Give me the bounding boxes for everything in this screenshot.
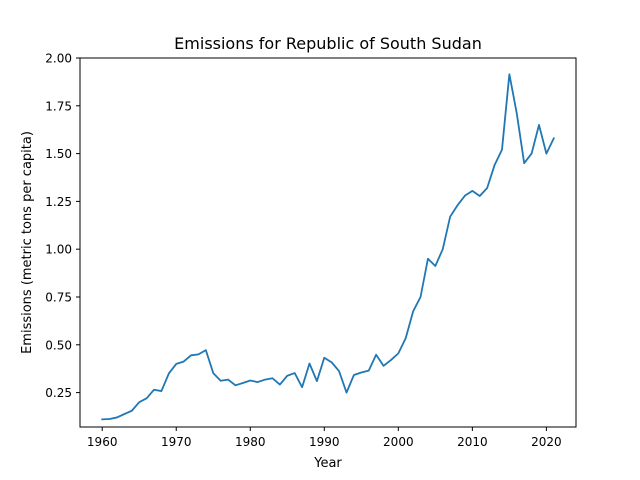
x-tick-label: 2020 — [531, 435, 562, 449]
y-tick-label: 1.25 — [45, 195, 72, 209]
y-tick-label: 0.75 — [45, 290, 72, 304]
x-tick-label: 1970 — [161, 435, 192, 449]
x-tick-label: 2000 — [383, 435, 414, 449]
y-tick-label: 0.50 — [45, 338, 72, 352]
x-tick-label: 2010 — [457, 435, 488, 449]
y-tick-label: 0.25 — [45, 386, 72, 400]
y-tick-label: 1.75 — [45, 99, 72, 113]
x-tick-label: 1960 — [87, 435, 118, 449]
x-tick-label: 1990 — [309, 435, 340, 449]
y-axis-label: Emissions (metric tons per capita) — [20, 131, 35, 354]
y-tick-label: 2.00 — [45, 52, 72, 66]
y-tick-label: 1.00 — [45, 243, 72, 257]
y-tick-label: 1.50 — [45, 147, 72, 161]
x-tick-label: 1980 — [235, 435, 266, 449]
chart-title: Emissions for Republic of South Sudan — [174, 34, 482, 53]
x-axis-label: Year — [313, 456, 342, 471]
